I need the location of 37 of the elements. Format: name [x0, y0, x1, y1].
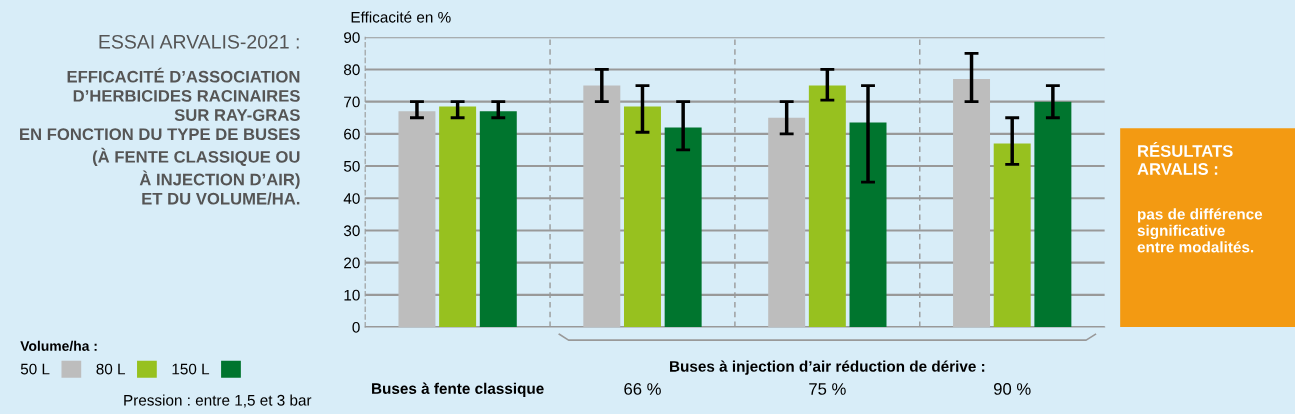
bar	[583, 85, 621, 328]
x-tick-label: Buses à fente classique	[372, 382, 544, 397]
y-axis-title: Efficacité en %	[351, 11, 451, 23]
text: Buses à injection d’air réduction de dérive :	[670, 360, 985, 375]
bar	[849, 122, 887, 328]
bar	[624, 106, 661, 328]
x-tick-label: 66 %	[624, 383, 661, 395]
y-tick-label: 40	[343, 193, 360, 204]
bar	[479, 111, 517, 328]
bar	[664, 127, 702, 328]
x-tick-label: 75 %	[809, 383, 846, 395]
bar	[993, 143, 1031, 328]
legend-label: 150 L	[172, 363, 210, 375]
legend-label: 80 L	[96, 363, 126, 375]
y-tick-label: 50	[343, 160, 360, 172]
y-tick-label: 0	[352, 321, 360, 333]
bar	[398, 111, 436, 328]
bar	[953, 79, 991, 328]
text: ESSAI ARVALIS-2021 :	[99, 34, 299, 49]
text: RÉSULTATS ARVALIS :	[1137, 142, 1233, 175]
y-tick-label: 20	[344, 257, 360, 269]
y-tick-label: 80	[344, 64, 360, 76]
y-tick-label: 60	[344, 128, 360, 140]
text: pas de différence significative entre modalités.	[1137, 208, 1263, 253]
y-tick-label: 30	[343, 225, 360, 237]
text: Pression : entre 1,5 et 3 bar	[124, 394, 312, 408]
bar	[1034, 101, 1072, 328]
x-tick-label: 90 %	[993, 383, 1031, 395]
y-tick-label: 90	[344, 32, 360, 43]
bar	[439, 106, 477, 328]
y-tick-label: 70	[344, 96, 360, 108]
bar	[768, 117, 806, 328]
legend-title: Volume/ha :	[20, 340, 97, 352]
y-tick-label: 10	[344, 289, 360, 301]
text: EFFICACITÉ D’ASSOCIATION D’HERBICIDES RACINAIRES SUR RAY-GRAS EN FONCTION DU TYPE DE BUSES (À FENTE CLASSIQUE OU À INJECTION D’AIR) ET DU VOLUME/HA.	[20, 67, 300, 205]
legend-label: 50 L	[20, 363, 50, 375]
bar	[808, 85, 846, 328]
